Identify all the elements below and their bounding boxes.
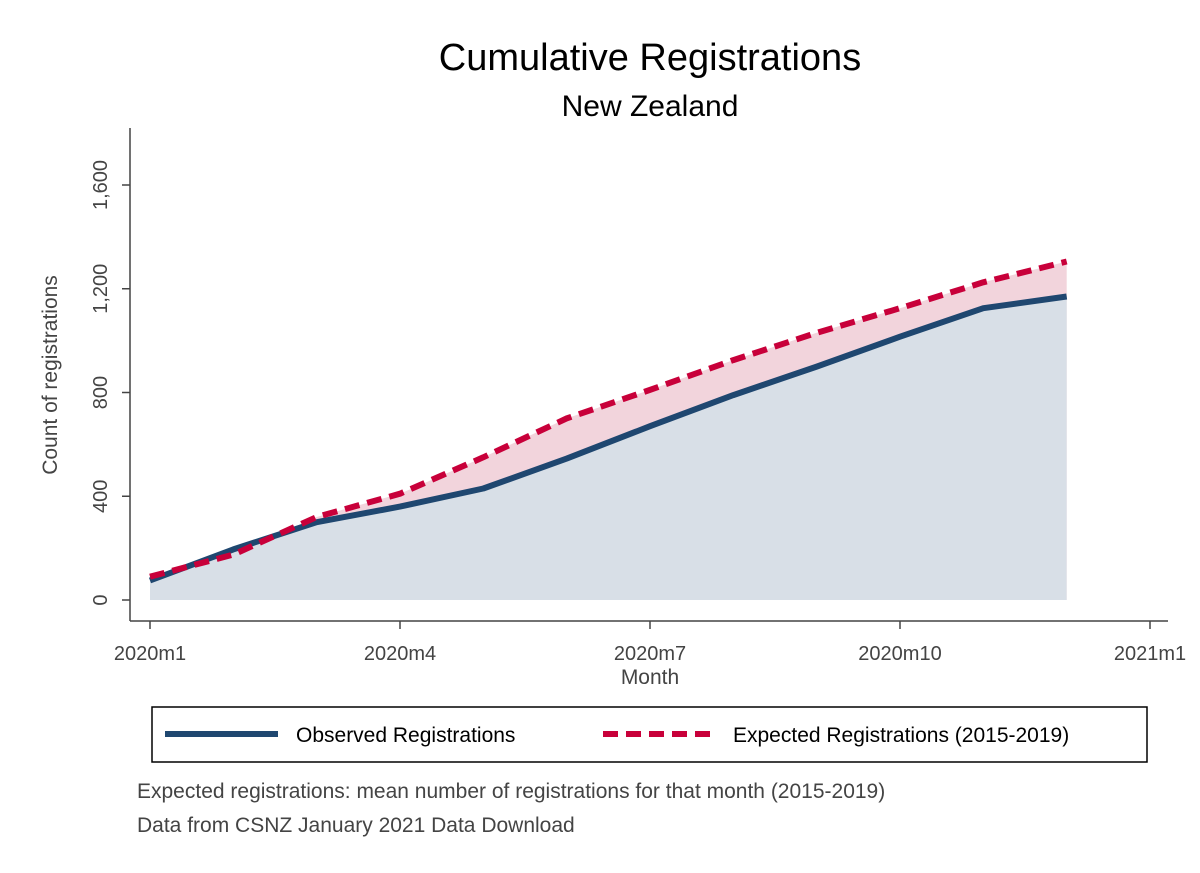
y-ticks: 0 400 800 1,200 1,600 <box>90 160 130 606</box>
x-tick-label: 2021m1 <box>1114 643 1186 665</box>
legend-label-observed: Observed Registrations <box>296 724 515 747</box>
x-tick-label: 2020m7 <box>614 643 686 665</box>
note-data-source: Data from CSNZ January 2021 Data Downloa… <box>137 814 575 837</box>
x-tick-label: 2020m4 <box>364 643 436 665</box>
area-layer <box>150 261 1067 600</box>
chart-title: Cumulative Registrations <box>439 37 861 79</box>
y-tick-label: 0 <box>90 594 112 605</box>
y-tick-label: 400 <box>90 480 112 513</box>
series-lines <box>148 258 1068 584</box>
line-expected <box>149 258 1068 580</box>
y-tick-label: 1,200 <box>90 264 112 314</box>
x-tick-label: 2020m1 <box>114 643 186 665</box>
chart-subtitle: New Zealand <box>562 90 739 123</box>
legend-label-expected: Expected Registrations (2015-2019) <box>733 724 1069 747</box>
x-tick-label: 2020m10 <box>858 643 941 665</box>
note-expected-definition: Expected registrations: mean number of r… <box>137 780 885 803</box>
legend: Observed Registrations Expected Registra… <box>151 706 1148 763</box>
y-axis-label: Count of registrations <box>39 275 62 475</box>
area-observed <box>150 296 1067 600</box>
y-tick-label: 1,600 <box>90 160 112 210</box>
y-tick-label: 800 <box>90 376 112 409</box>
x-axis-label: Month <box>621 666 679 689</box>
x-ticks: 2020m1 2020m4 2020m7 2020m10 2021m1 <box>114 621 1186 665</box>
line-observed <box>148 293 1068 584</box>
